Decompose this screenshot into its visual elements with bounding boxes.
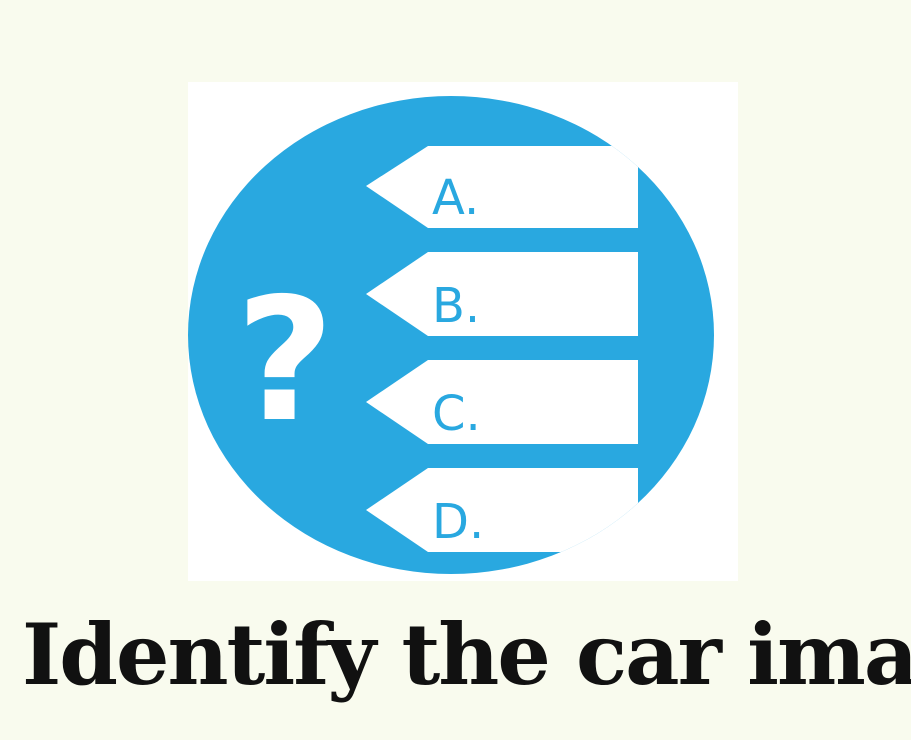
option-card-d [366,468,638,552]
option-card-b [366,252,638,336]
page-heading: Identify the car image [22,605,911,704]
question-mark-icon: ? [236,262,335,460]
option-card-a [366,146,638,228]
option-label-c: C. [432,386,481,442]
option-label-a: A. [432,170,479,226]
multiple-choice-question-icon: ? A. B. C. D. [188,96,714,574]
option-label-b: B. [432,278,480,334]
option-label-d: D. [432,494,484,550]
quiz-illustration: ? A. B. C. D. [188,82,738,581]
option-card-c [366,360,638,444]
